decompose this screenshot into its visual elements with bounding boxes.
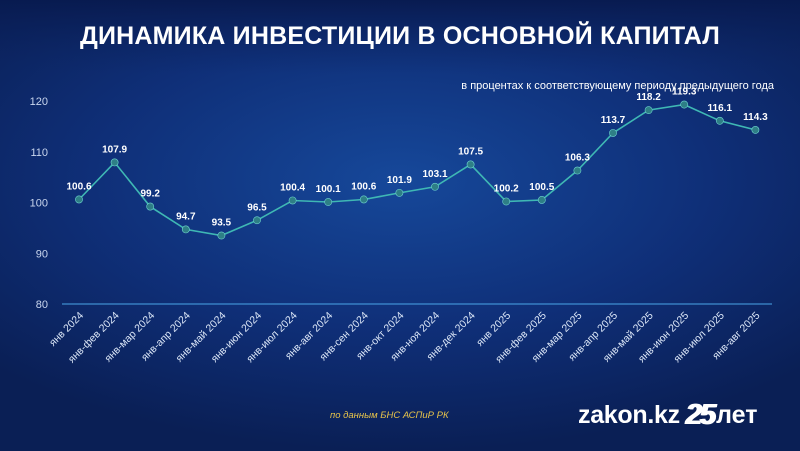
data-label: 93.5	[212, 217, 232, 228]
data-label: 100.4	[280, 182, 305, 193]
data-label: 116.1	[708, 103, 733, 114]
data-label: 96.5	[247, 202, 267, 213]
data-label: 101.9	[387, 175, 412, 186]
data-point	[751, 126, 760, 134]
data-label: 113.7	[601, 115, 626, 126]
data-label: 118.2	[636, 92, 661, 103]
data-label: 114.3	[743, 112, 768, 123]
data-point	[181, 225, 190, 234]
data-point	[359, 195, 368, 204]
data-point	[288, 196, 297, 205]
data-label: 100.2	[494, 183, 519, 194]
data-label: 100.6	[66, 181, 91, 192]
title-banner-bg	[0, 0, 800, 74]
data-label: 100.6	[351, 181, 376, 192]
data-point	[217, 231, 226, 240]
data-label: 106.3	[565, 153, 590, 164]
chart-subtitle: в процентах к соответствующему периоду п…	[461, 80, 774, 92]
logo: zakon.kz 25 лет	[578, 398, 757, 432]
y-tick-label: 120	[30, 96, 48, 108]
data-point	[110, 158, 119, 167]
data-point	[253, 216, 261, 225]
series-line	[78, 103, 756, 237]
y-tick-label: 90	[36, 248, 48, 260]
y-axis: 80 90 100 110 120	[30, 96, 48, 311]
data-label: 94.7	[176, 211, 196, 222]
y-tick-label: 110	[30, 147, 48, 159]
y-tick-label: 100	[30, 198, 48, 210]
data-point	[395, 188, 404, 197]
title-banner: ДИНАМИКА ИНВЕСТИЦИИ В ОСНОВНОЙ КАПИТАЛ	[0, 0, 800, 82]
data-point	[431, 182, 439, 191]
data-label: 119.3	[672, 87, 697, 98]
data-labels: 100.6 107.9 99.2 94.7 93.5 96.5 100.4 100.1 100.…	[66, 87, 768, 229]
data-point	[146, 202, 155, 211]
data-point	[609, 129, 617, 137]
data-label: 99.2	[140, 189, 160, 200]
data-point	[466, 160, 475, 169]
data-point	[537, 196, 546, 204]
data-point	[680, 100, 689, 109]
page-title: ДИНАМИКА ИНВЕСТИЦИИ В ОСНОВНОЙ КАПИТАЛ	[79, 21, 721, 50]
data-label: 107.9	[102, 144, 127, 155]
data-label: 100.1	[316, 184, 341, 195]
y-tick-label: 80	[36, 299, 48, 311]
data-label: 103.1	[422, 169, 447, 180]
data-point	[324, 198, 333, 206]
logo-number: 25	[685, 398, 716, 431]
data-point	[644, 106, 653, 115]
data-label: 100.5	[529, 182, 554, 193]
data-label: 107.5	[458, 146, 483, 157]
logo-word: лет	[716, 400, 758, 429]
data-point	[502, 197, 511, 206]
data-point	[75, 195, 83, 204]
logo-domain: zakon.kz	[578, 400, 680, 429]
series-markers	[75, 100, 760, 240]
source-note: по данным БНС АСПиР РК	[330, 410, 449, 421]
data-point	[715, 116, 724, 125]
data-point	[573, 166, 582, 175]
